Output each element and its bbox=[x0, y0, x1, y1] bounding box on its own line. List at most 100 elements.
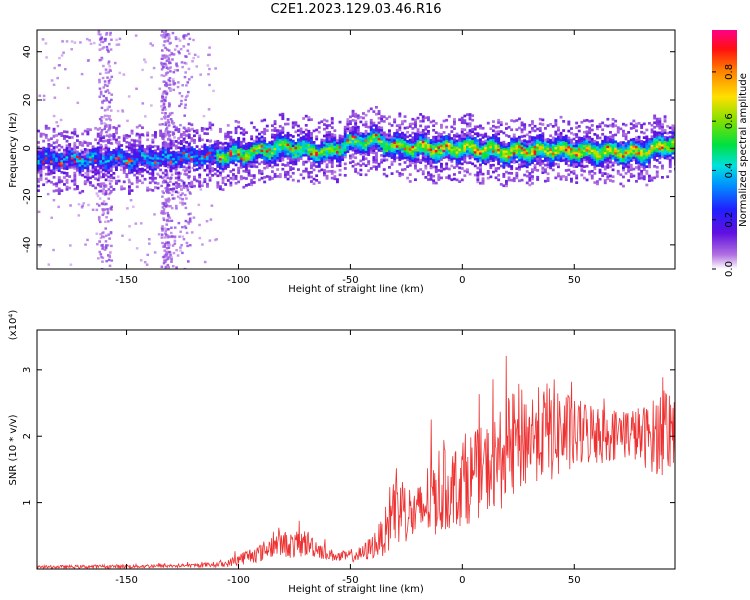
spectrogram-cell bbox=[369, 148, 373, 152]
spectrogram-cell bbox=[175, 248, 178, 252]
spectrogram-cell bbox=[640, 153, 644, 157]
spectrogram-cell bbox=[525, 163, 529, 166]
spectrogram-cell bbox=[528, 137, 532, 141]
spectrogram-cell bbox=[245, 170, 248, 173]
spectrogram-cell bbox=[624, 155, 628, 159]
spectrogram-cell bbox=[564, 178, 568, 181]
spectrogram-cell bbox=[237, 159, 241, 163]
spectrogram-cell bbox=[403, 149, 407, 153]
spectrogram-cell bbox=[447, 174, 451, 178]
spectrogram-cell bbox=[44, 161, 48, 165]
spectrogram-cell bbox=[102, 86, 106, 89]
spectrogram-cell bbox=[115, 149, 118, 153]
spectrogram-cell bbox=[315, 137, 319, 141]
spectrogram-cell bbox=[39, 178, 43, 182]
spectrogram-cell bbox=[531, 154, 534, 158]
spectrogram-cell bbox=[138, 156, 142, 160]
spectrogram-cell bbox=[333, 149, 337, 153]
spectrogram-cell bbox=[99, 148, 103, 152]
spectrogram-cell bbox=[212, 89, 215, 93]
spectrogram-cell bbox=[463, 121, 467, 125]
spectrogram-cell bbox=[640, 149, 644, 152]
spectrogram-cell bbox=[78, 166, 82, 169]
spectrogram-cell bbox=[382, 136, 386, 139]
spectrogram-cell bbox=[221, 147, 225, 150]
spectrogram-cell bbox=[169, 139, 173, 143]
spectrogram-cell bbox=[536, 150, 540, 154]
spectrogram-cell bbox=[606, 140, 610, 144]
spectrogram-cell bbox=[190, 148, 194, 152]
spectrogram-cell bbox=[525, 174, 529, 178]
spectrogram-cell bbox=[395, 128, 399, 132]
spectrogram-cell bbox=[159, 168, 163, 172]
spectrogram-cell bbox=[85, 37, 89, 41]
spectrogram-cell bbox=[148, 172, 152, 175]
spectrogram-cell bbox=[195, 149, 199, 153]
spectrogram-cell bbox=[419, 136, 423, 139]
spectrogram-cell bbox=[427, 118, 430, 122]
spectrogram-cell bbox=[486, 172, 490, 175]
spectrogram-cell bbox=[486, 140, 490, 143]
spectrogram-cell bbox=[411, 138, 415, 142]
spectrogram-cell bbox=[624, 135, 628, 138]
spectrogram-cell bbox=[476, 143, 480, 147]
spectrogram-cell bbox=[193, 129, 196, 133]
spectrogram-cell bbox=[169, 253, 172, 257]
spectrogram-cell bbox=[588, 156, 592, 160]
spectrogram-cell bbox=[76, 162, 79, 165]
spectrogram-cell bbox=[411, 136, 415, 139]
spectrogram-cell bbox=[47, 159, 51, 162]
spectrogram-cell bbox=[307, 171, 311, 174]
spectrogram-cell bbox=[393, 145, 397, 149]
spectrogram-cell bbox=[401, 154, 404, 158]
spectrogram-cell bbox=[273, 156, 277, 160]
spectrogram-cell bbox=[239, 156, 243, 160]
spectrogram-cell bbox=[375, 133, 378, 137]
spectrogram-cell bbox=[166, 204, 169, 208]
spectrogram-cell bbox=[310, 157, 313, 160]
spectrogram-cell bbox=[178, 92, 182, 95]
spectrogram-cell bbox=[183, 225, 187, 228]
spectrogram-cell bbox=[102, 116, 105, 119]
spectrogram-cell bbox=[198, 134, 202, 138]
spectrogram-cell bbox=[234, 163, 238, 167]
spectrogram-cell bbox=[609, 156, 612, 159]
spectrogram-cell bbox=[207, 108, 211, 111]
spectrogram-cell bbox=[176, 254, 180, 257]
spectrogram-cell bbox=[515, 176, 519, 180]
spectrogram-cell bbox=[520, 165, 524, 168]
spectrogram-cell bbox=[53, 66, 56, 70]
spectrogram-cell bbox=[429, 155, 433, 158]
spectrogram-cell bbox=[471, 155, 475, 159]
spectrogram-cell bbox=[642, 168, 646, 172]
spectrogram-cell bbox=[183, 61, 187, 65]
spectrogram-cell bbox=[377, 142, 381, 145]
spectrogram-cell bbox=[546, 142, 550, 146]
spectrogram-cell bbox=[583, 165, 586, 168]
spectrogram-cell bbox=[403, 115, 407, 118]
spectrogram-cell bbox=[473, 132, 477, 136]
spectrogram-cell bbox=[57, 167, 61, 170]
spectrogram-cell bbox=[666, 157, 670, 160]
spectrogram-cell bbox=[190, 75, 194, 79]
spectrogram-cell bbox=[377, 137, 381, 141]
spectrogram-cell bbox=[139, 259, 143, 262]
spectrogram-cell bbox=[167, 241, 171, 245]
spectrogram-cell bbox=[103, 125, 107, 128]
spectrogram-cell bbox=[609, 151, 612, 155]
spectrogram-cell bbox=[174, 156, 178, 159]
spectrogram-cell bbox=[94, 177, 98, 181]
spectrogram-cell bbox=[164, 46, 167, 50]
spectrogram-cell bbox=[163, 135, 167, 138]
spectrogram-cell bbox=[83, 148, 87, 151]
spectrogram-cell bbox=[471, 141, 475, 145]
spectrogram-cell bbox=[60, 166, 64, 170]
spectrogram-cell bbox=[105, 118, 108, 121]
spectrogram-cell bbox=[585, 160, 589, 163]
spectrogram-cell bbox=[70, 154, 74, 158]
spectrogram-cell bbox=[286, 118, 290, 121]
spectrogram-cell bbox=[206, 146, 209, 149]
spectrogram-cell bbox=[122, 166, 126, 170]
spectrogram-cell bbox=[128, 160, 131, 163]
spectrogram-cell bbox=[536, 168, 540, 172]
